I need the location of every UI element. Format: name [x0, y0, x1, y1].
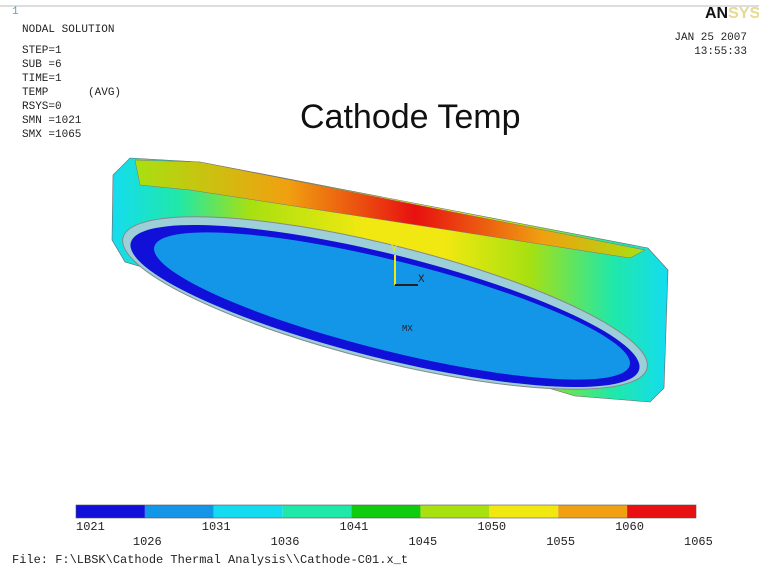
logo-bold: AN: [705, 5, 728, 22]
header-line: RSYS=0: [22, 101, 62, 113]
header-lines: STEP=1 SUB =6 TIME=1 TEMP (AVG) RSYS=0 SMN =1…: [22, 45, 121, 141]
legend-label: 1050: [477, 520, 506, 534]
axis-x-label: X: [418, 274, 425, 286]
legend-swatch: [558, 505, 627, 518]
legend-label: 1041: [340, 520, 369, 534]
date: JAN 25 2007: [674, 32, 747, 44]
header-line: STEP=1: [22, 45, 62, 57]
ansys-view: 1 NODAL SOLUTION STEP=1 SUB =6 TIME=1 TEMP …: [0, 0, 759, 571]
legend-swatch: [627, 505, 696, 518]
legend-swatch: [283, 505, 352, 518]
legend-label: 1021: [76, 520, 105, 534]
legend-swatch: [420, 505, 489, 518]
legend-swatch: [145, 505, 214, 518]
axis-y-label: Y: [391, 244, 398, 256]
file-path: File: F:\LBSK\Cathode Thermal Analysis\\…: [12, 553, 408, 567]
legend-label: 1055: [546, 535, 575, 549]
legend-swatch: [489, 505, 558, 518]
legend: 1021 1026 1031 1036 1041 1045 1050 1055 1060 1065: [76, 505, 713, 549]
legend-label: 1060: [615, 520, 644, 534]
title: Cathode Temp: [300, 98, 521, 136]
max-label: MX: [402, 324, 413, 334]
logo-faded: SYS: [728, 5, 759, 22]
cathode-model: Y X MX: [109, 158, 668, 425]
legend-label: 1026: [133, 535, 162, 549]
legend-swatch: [352, 505, 421, 518]
solution-label: NODAL SOLUTION: [22, 24, 114, 36]
header-line: TEMP (AVG): [22, 87, 121, 99]
window-number: 1: [12, 6, 19, 18]
legend-swatch: [76, 505, 145, 518]
legend-swatch: [214, 505, 283, 518]
header-line: TIME=1: [22, 73, 62, 85]
legend-label: 1045: [408, 535, 437, 549]
header-line: SMX =1065: [22, 129, 81, 141]
header-line: SUB =6: [22, 59, 62, 71]
logo: ANSYS: [705, 5, 759, 22]
screen: 1 NODAL SOLUTION STEP=1 SUB =6 TIME=1 TEMP …: [0, 0, 759, 571]
legend-label: 1065: [684, 535, 713, 549]
header-line: SMN =1021: [22, 115, 82, 127]
time: 13:55:33: [694, 46, 747, 58]
legend-label: 1031: [202, 520, 231, 534]
legend-label: 1036: [271, 535, 300, 549]
